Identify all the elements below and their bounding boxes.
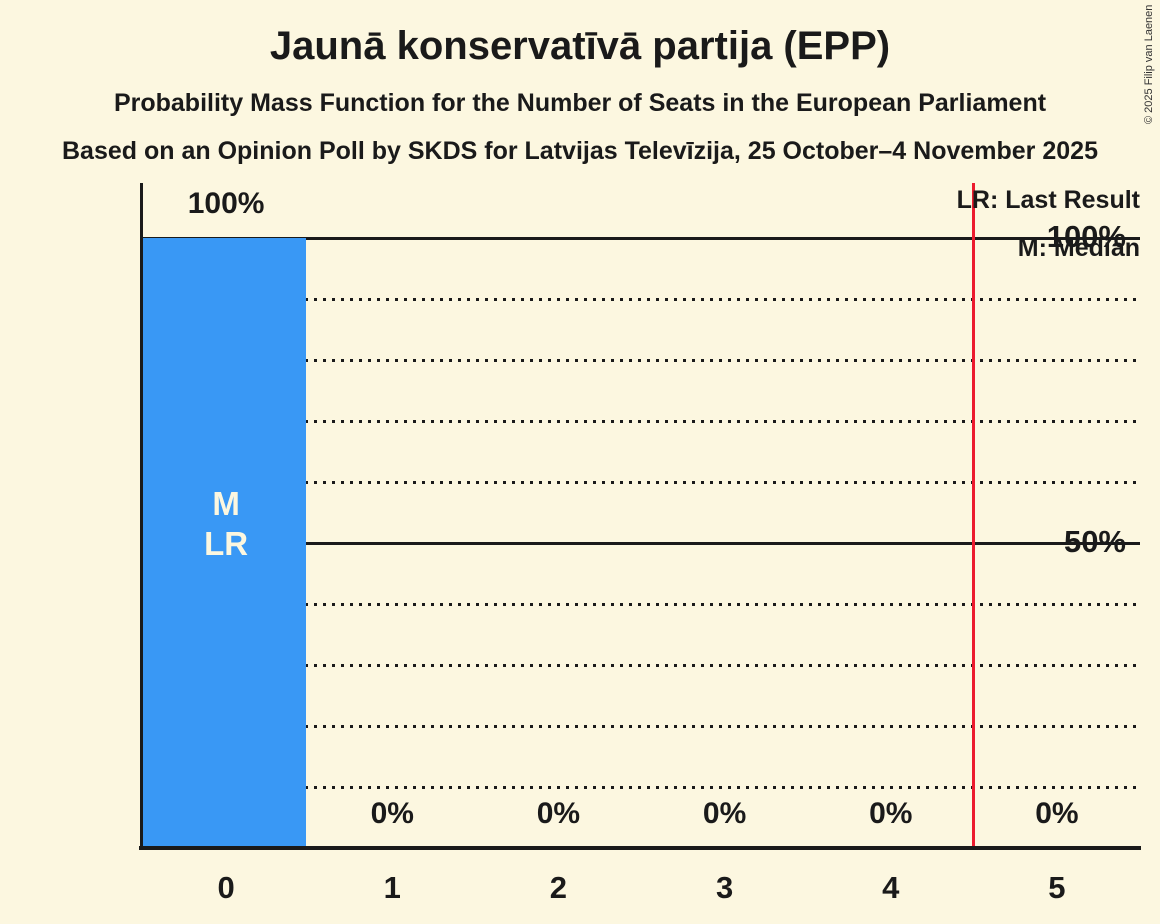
bar-value-label-seat-4: 0% <box>869 797 913 830</box>
bar-annotation: M LR <box>156 484 296 564</box>
chart-source-line: Based on an Opinion Poll by SKDS for Lat… <box>62 137 1098 165</box>
bar-value-label-seat-0: 100% <box>187 187 265 220</box>
bar-seat-0 <box>143 238 307 848</box>
gridline-solid-100pct <box>143 237 1140 240</box>
gridline-solid-50pct <box>143 542 1140 545</box>
gridline-dotted-40pct <box>143 603 1140 606</box>
gridline-dotted-60pct <box>143 481 1140 484</box>
gridline-dotted-10pct <box>143 786 1140 789</box>
x-tick-label-2: 2 <box>549 870 568 905</box>
median-marker: M <box>212 485 240 522</box>
gridline-dotted-80pct <box>143 359 1140 362</box>
x-tick-label-1: 1 <box>383 870 401 905</box>
y-axis-line <box>140 183 143 850</box>
copyright-notice: © 2025 Filip van Laenen <box>1143 4 1155 124</box>
bar-value-label-seat-5: 0% <box>1035 797 1079 830</box>
x-tick-label-4: 4 <box>882 870 900 905</box>
y-axis-label-50pct: 50% <box>1063 524 1126 559</box>
chart-subtitle: Probability Mass Function for the Number… <box>113 89 1047 117</box>
gridline-dotted-30pct <box>143 664 1140 667</box>
gridline-dotted-70pct <box>143 420 1140 423</box>
x-tick-label-0: 0 <box>217 870 235 905</box>
y-axis-label-100pct: 100% <box>1046 219 1126 254</box>
gridline-dotted-20pct <box>143 725 1140 728</box>
x-axis-line <box>139 846 1141 850</box>
bar-value-label-seat-2: 0% <box>536 797 581 830</box>
x-tick-label-5: 5 <box>1048 870 1066 905</box>
gridline-dotted-90pct <box>143 298 1140 301</box>
bar-value-label-seat-3: 0% <box>702 797 747 830</box>
x-tick-label-3: 3 <box>715 870 734 905</box>
last-result-marker: LR <box>204 525 249 562</box>
legend-last-result: LR: Last Result <box>956 186 1140 214</box>
legend-median: M: Median <box>1017 234 1140 262</box>
chart-title: Jaunā konservatīvā partija (EPP) <box>269 24 891 68</box>
threshold-line <box>972 183 976 846</box>
bar-value-label-seat-1: 0% <box>370 797 414 830</box>
